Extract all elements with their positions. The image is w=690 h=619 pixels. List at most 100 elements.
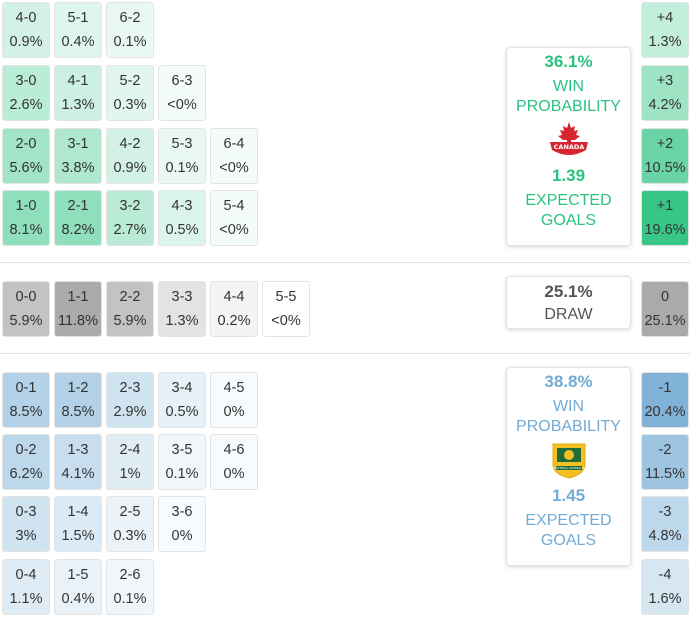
probability-label: 2.9% xyxy=(113,404,147,420)
probability-label: 8.5% xyxy=(61,404,95,420)
divider-bottom xyxy=(0,353,690,354)
away-score-cell: 4-5 0% xyxy=(210,372,258,428)
probability-label: 0.5% xyxy=(165,404,199,420)
probability-label: 5.6% xyxy=(9,160,43,176)
probability-label: 1.6% xyxy=(648,591,682,607)
score-label: 4-4 xyxy=(223,289,245,305)
home-win-label: WIN PROBABILITY xyxy=(516,78,621,115)
score-label: 0-3 xyxy=(15,504,37,520)
probability-label: 1.3% xyxy=(648,34,682,50)
probability-label: 8.1% xyxy=(9,222,43,238)
draw-score-cell: 1-1 11.8% xyxy=(54,281,102,337)
probability-label: 11.8% xyxy=(57,313,99,329)
away-score-cell: 1-5 0.4% xyxy=(54,559,102,615)
probability-label: 5.9% xyxy=(113,313,147,329)
score-label: 1-4 xyxy=(67,504,89,520)
score-label: 0-2 xyxy=(15,442,37,458)
probability-label: 1.3% xyxy=(165,313,199,329)
probability-label: 8.2% xyxy=(61,222,95,238)
home-margin-cell: +1 19.6% xyxy=(641,190,689,246)
home-score-cell: 3-1 3.8% xyxy=(54,128,102,184)
score-label: 6-3 xyxy=(171,73,193,89)
home-score-cell: 6-3 <0% xyxy=(158,65,206,121)
home-score-cell: 5-3 0.1% xyxy=(158,128,206,184)
away-expected-goals: 1.45 xyxy=(551,486,586,505)
score-label: 1-5 xyxy=(67,567,89,583)
probability-label: 0.1% xyxy=(113,591,147,607)
home-margin-cell: +3 4.2% xyxy=(641,65,689,121)
away-score-cell: 1-3 4.1% xyxy=(54,434,102,490)
away-score-cell: 0-1 8.5% xyxy=(2,372,50,428)
draw-score-cell: 5-5 <0% xyxy=(262,281,310,337)
margin-label: +3 xyxy=(656,73,674,89)
home-score-cell: 6-2 0.1% xyxy=(106,2,154,58)
draw-score-cell: 3-3 1.3% xyxy=(158,281,206,337)
probability-label: 0.1% xyxy=(113,34,147,50)
divider-top xyxy=(0,262,690,263)
probability-label: 0% xyxy=(223,404,245,420)
probability-label: 4.1% xyxy=(61,466,95,482)
home-team-card: 36.1% WIN PROBABILITY CANADA 1.39 EXPECT… xyxy=(506,47,631,246)
score-label: 1-1 xyxy=(67,289,89,305)
draw-score-cell: 0-0 5.9% xyxy=(2,281,50,337)
probability-label: 0.4% xyxy=(61,34,95,50)
home-margin-cell: +2 10.5% xyxy=(641,128,689,184)
score-label: 2-4 xyxy=(119,442,141,458)
score-label: 3-5 xyxy=(171,442,193,458)
probability-label: 3.8% xyxy=(61,160,95,176)
draw-score-cell: 2-2 5.9% xyxy=(106,281,154,337)
score-label: 5-2 xyxy=(119,73,141,89)
probability-label: <0% xyxy=(167,97,197,113)
away-score-cell: 0-4 1.1% xyxy=(2,559,50,615)
score-label: 4-3 xyxy=(171,198,193,214)
home-score-cell: 3-0 2.6% xyxy=(2,65,50,121)
probability-label: 0.3% xyxy=(113,528,147,544)
home-score-cell: 4-2 0.9% xyxy=(106,128,154,184)
probability-label: 0% xyxy=(223,466,245,482)
probability-label: 5.9% xyxy=(9,313,43,329)
score-label: 6-2 xyxy=(119,10,141,26)
score-label: 0-1 xyxy=(15,380,37,396)
probability-label: 0.4% xyxy=(61,591,95,607)
score-label: 6-4 xyxy=(223,136,245,152)
draw-card: 25.1% DRAW xyxy=(506,276,631,329)
score-label: 5-3 xyxy=(171,136,193,152)
probability-label: 1.1% xyxy=(9,591,43,607)
score-label: 3-4 xyxy=(171,380,193,396)
home-score-cell: 5-2 0.3% xyxy=(106,65,154,121)
home-expected-goals-label: EXPECTED GOALS xyxy=(525,192,612,229)
probability-label: 10.5% xyxy=(644,160,686,176)
away-win-label: WIN PROBABILITY xyxy=(516,398,621,435)
home-score-cell: 2-0 5.6% xyxy=(2,128,50,184)
probability-label: 1.5% xyxy=(61,528,95,544)
away-expected-goals-label: EXPECTED GOALS xyxy=(525,512,612,549)
probability-label: 0.3% xyxy=(113,97,147,113)
probability-label: 4.8% xyxy=(648,528,682,544)
probability-label: 0.1% xyxy=(165,466,199,482)
canada-logo-text: CANADA xyxy=(553,143,584,151)
score-label: 2-6 xyxy=(119,567,141,583)
score-label: 1-0 xyxy=(15,198,37,214)
score-label: 2-3 xyxy=(119,380,141,396)
away-score-cell: 4-6 0% xyxy=(210,434,258,490)
margin-label: -4 xyxy=(658,567,672,583)
score-label: 3-2 xyxy=(119,198,141,214)
home-margin-cell: +4 1.3% xyxy=(641,2,689,58)
probability-label: 0.9% xyxy=(9,34,43,50)
away-score-cell: 2-5 0.3% xyxy=(106,496,154,552)
probability-label: 8.5% xyxy=(9,404,43,420)
score-label: 1-2 xyxy=(67,380,89,396)
score-label: 2-0 xyxy=(15,136,37,152)
probability-label: 0.5% xyxy=(165,222,199,238)
home-score-cell: 4-3 0.5% xyxy=(158,190,206,246)
away-margin-cell: -3 4.8% xyxy=(641,496,689,552)
away-score-cell: 0-2 6.2% xyxy=(2,434,50,490)
away-score-cell: 2-3 2.9% xyxy=(106,372,154,428)
away-score-cell: 0-3 3% xyxy=(2,496,50,552)
probability-label: 2.7% xyxy=(113,222,147,238)
away-margin-cell: -4 1.6% xyxy=(641,559,689,615)
away-score-cell: 3-6 0% xyxy=(158,496,206,552)
home-score-cell: 4-1 1.3% xyxy=(54,65,102,121)
probability-label: 0% xyxy=(171,528,193,544)
probability-label: 19.6% xyxy=(644,222,686,238)
